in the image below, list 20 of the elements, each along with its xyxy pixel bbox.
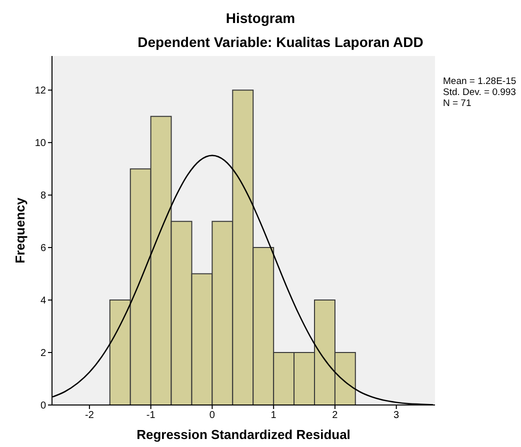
x-tick-label: 0 [209, 410, 216, 422]
y-tick-label: 6 [40, 243, 46, 254]
x-tick-label: 3 [394, 410, 400, 422]
x-axis-title: Regression Standardized Residual [136, 427, 350, 442]
x-tick-label: -1 [146, 410, 156, 422]
y-tick-label: 12 [34, 86, 46, 97]
y-tick-label: 8 [40, 190, 46, 202]
y-tick-label: 0 [40, 400, 46, 412]
chart-subtitle: Dependent Variable: Kualitas Laporan ADD [136, 34, 424, 50]
text: N = 71 [443, 98, 472, 109]
y-tick-label: 2 [40, 348, 46, 360]
y-axis-title: Frequency [12, 196, 28, 264]
x-tick-label: 1 [270, 410, 277, 422]
text: Std. Dev. = 0.993 [443, 87, 516, 98]
y-tick-label: 4 [40, 296, 46, 307]
x-tick-label: -2 [84, 410, 94, 422]
chart-title: Histogram [224, 10, 296, 26]
x-tick-label: 2 [332, 410, 338, 422]
y-tick-label: 10 [34, 138, 46, 150]
text: Mean = 1.28E-15 [443, 76, 516, 87]
